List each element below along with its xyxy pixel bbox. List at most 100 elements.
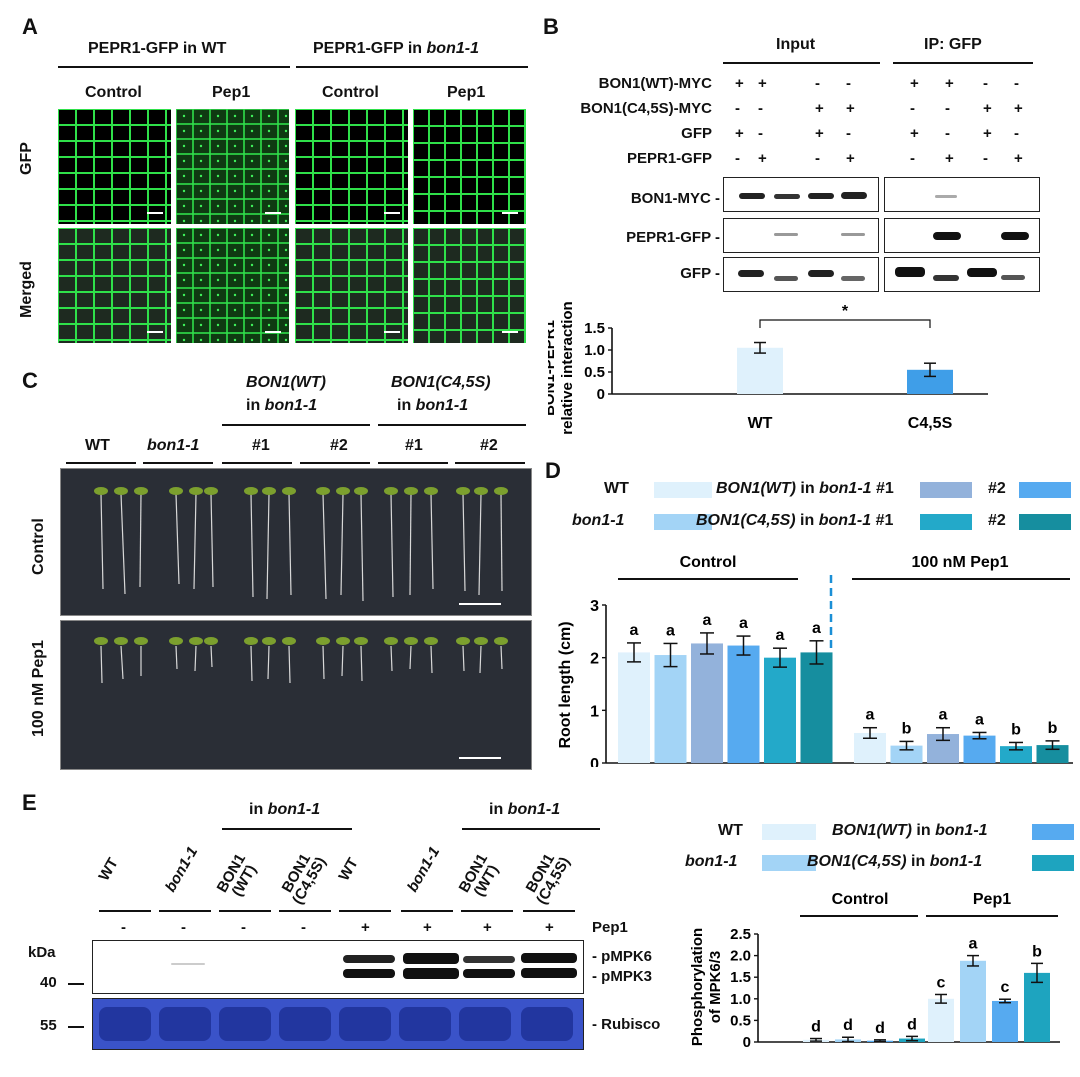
bar bbox=[800, 652, 833, 763]
panel-b-row-label: GFP bbox=[681, 125, 712, 142]
significance-letter: a bbox=[666, 622, 675, 639]
bar bbox=[654, 655, 687, 763]
blot-ip-pepr1-gfp bbox=[884, 218, 1040, 253]
sign-cell: - bbox=[758, 100, 763, 117]
lane-label: WT bbox=[335, 855, 362, 884]
sign-cell: + bbox=[735, 125, 744, 142]
legend-d-bcs: BON1(C4,5S) in bon1-1 #1 bbox=[696, 512, 894, 529]
significance-letter: a bbox=[812, 620, 821, 637]
pep1-sign: - bbox=[301, 919, 306, 936]
significance-letter: c bbox=[1001, 979, 1010, 996]
x-tick-label: C4,5S bbox=[908, 415, 953, 432]
lane-label: BON1 (WT) bbox=[213, 850, 261, 900]
scale-bar bbox=[502, 331, 518, 333]
panel-a-col-label: Control bbox=[322, 84, 379, 101]
legend-e-swatch bbox=[1032, 824, 1074, 840]
panel-c-group1-line1: BON1(WT) bbox=[246, 374, 326, 391]
lane-label: BON1 (C4,5S) bbox=[278, 850, 330, 908]
x-tick-label: WT bbox=[748, 415, 773, 432]
scale-bar bbox=[384, 212, 400, 214]
sign-cell: - bbox=[945, 125, 950, 142]
blot-band bbox=[933, 275, 959, 281]
y-tick-label: 1.0 bbox=[584, 342, 605, 359]
sign-cell: + bbox=[735, 75, 744, 92]
pep1-sign: - bbox=[181, 919, 186, 936]
group-label: Pep1 bbox=[973, 891, 1011, 908]
sign-cell: - bbox=[735, 100, 740, 117]
y-tick-label: 3 bbox=[590, 598, 599, 615]
sign-cell: - bbox=[758, 125, 763, 142]
panel-c-group1-line2: in bon1-1 bbox=[246, 397, 318, 414]
marker-tick bbox=[68, 983, 84, 985]
panel-b-blot-label: PEPR1-GFP - bbox=[626, 229, 720, 246]
significance-letter: a bbox=[776, 627, 785, 644]
legend-e-swatch bbox=[1032, 855, 1074, 871]
panel-c-group2-line2: in bon1-1 bbox=[397, 397, 469, 414]
panel-e-kda: kDa bbox=[28, 944, 56, 961]
blot-band bbox=[967, 268, 997, 277]
y-tick-label: 2.5 bbox=[730, 926, 751, 943]
micrograph-gfp-wt-pep1 bbox=[176, 109, 289, 224]
bar bbox=[1024, 972, 1050, 1042]
panel-a-col-label: Pep1 bbox=[212, 84, 251, 101]
blot-ip-bon1-myc bbox=[884, 177, 1040, 212]
sign-cell: - bbox=[815, 150, 820, 167]
panel-e-letter: E bbox=[22, 790, 37, 815]
bar bbox=[890, 745, 923, 763]
panel-e-marker-55: 55 bbox=[40, 1017, 57, 1034]
legend-e-swatch bbox=[762, 824, 816, 840]
panel-a-group1-line bbox=[58, 66, 290, 68]
blot-band bbox=[808, 193, 834, 199]
bar bbox=[928, 998, 954, 1042]
panel-b-ip-line bbox=[893, 62, 1033, 64]
lane-line bbox=[219, 910, 271, 912]
lane-line bbox=[339, 910, 391, 912]
group-label: Control bbox=[832, 891, 889, 908]
panel-e-band-label: - pMPK6 bbox=[592, 948, 652, 965]
micrograph-gfp-bon-pep1 bbox=[413, 109, 526, 224]
y-axis-label: Phosphorylationof MPK6/3 bbox=[690, 928, 724, 1046]
blot-band bbox=[841, 233, 865, 236]
legend-d-swatch bbox=[920, 514, 972, 530]
panel-b-blot-label: GFP - bbox=[680, 265, 720, 282]
blot-band bbox=[774, 194, 800, 199]
blot-band bbox=[738, 270, 764, 277]
panel-a-col-label: Pep1 bbox=[447, 84, 486, 101]
sign-cell: - bbox=[910, 150, 915, 167]
pep1-sign: - bbox=[121, 919, 126, 936]
significance-letter: a bbox=[630, 622, 639, 639]
sign-cell: + bbox=[1014, 100, 1023, 117]
legend-d-n2: #2 bbox=[988, 480, 1006, 497]
bar bbox=[727, 645, 760, 763]
blot-band bbox=[521, 953, 577, 963]
panel-d-letter: D bbox=[545, 458, 561, 483]
y-axis-label: Root length (cm) bbox=[557, 621, 574, 748]
group-label: 100 nM Pep1 bbox=[912, 554, 1009, 571]
sign-cell: - bbox=[983, 75, 988, 92]
blot-input-bon1-myc bbox=[723, 177, 879, 212]
panel-a-letter: A bbox=[22, 14, 38, 39]
significance-letter: b bbox=[1011, 721, 1021, 738]
y-tick-label: 0 bbox=[590, 756, 599, 767]
lane-line bbox=[159, 910, 211, 912]
sign-cell: - bbox=[910, 100, 915, 117]
plate-pep1 bbox=[60, 620, 532, 770]
bar bbox=[737, 347, 783, 394]
sign-cell: - bbox=[983, 150, 988, 167]
panel-a-row-label: GFP bbox=[18, 142, 35, 175]
blot-band bbox=[463, 969, 515, 978]
panel-c-genotype-line bbox=[455, 462, 525, 464]
significance-bracket bbox=[759, 319, 931, 328]
sign-cell: + bbox=[945, 150, 954, 167]
pep1-sign: + bbox=[545, 919, 554, 936]
legend-d-bwt: BON1(WT) in bon1-1 #1 bbox=[716, 480, 894, 497]
y-tick-label: 0 bbox=[743, 1034, 751, 1051]
panel-b-row-label: PEPR1-GFP bbox=[626, 150, 712, 167]
sign-cell: + bbox=[945, 75, 954, 92]
pep1-sign: + bbox=[361, 919, 370, 936]
scale-bar bbox=[147, 212, 163, 214]
micrograph-merged-wt-control bbox=[58, 228, 171, 343]
significance-letter: a bbox=[703, 612, 712, 629]
significance-letter: d bbox=[907, 1016, 917, 1033]
panel-e-band-label: - pMPK3 bbox=[592, 968, 652, 985]
